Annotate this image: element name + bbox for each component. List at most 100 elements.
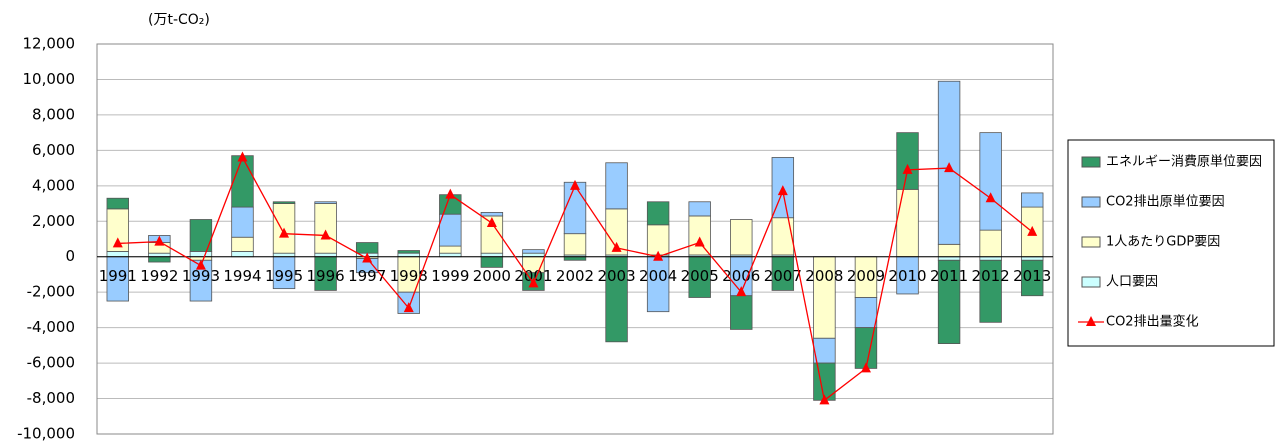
bar-segment (979, 229, 1002, 258)
x-tick-label: 1999 (431, 267, 469, 285)
bar-segment (979, 259, 1002, 323)
bar-segment (937, 243, 961, 258)
bar-segment (314, 252, 337, 258)
bar-segment (605, 162, 628, 210)
bar-segment (397, 250, 420, 254)
x-tick-label: 1995 (265, 267, 303, 285)
legend-label: 1人あたりGDP要因 (1106, 235, 1220, 250)
x-tick-label: 2010 (888, 267, 926, 285)
legend-box (1067, 139, 1275, 347)
line-marker (320, 229, 331, 240)
line-marker (736, 286, 747, 297)
bar-segment (1021, 192, 1044, 208)
bar-segment (272, 252, 296, 258)
y-tick-label: 10,000 (23, 70, 76, 88)
bar-segment (314, 201, 337, 204)
x-tick-label: 2012 (972, 267, 1010, 285)
bar-segment (896, 188, 919, 258)
legend-swatch (1081, 196, 1101, 208)
y-tick-label: 2,000 (32, 212, 75, 230)
line-marker (902, 163, 913, 174)
legend-swatch (1081, 276, 1101, 288)
legend-swatch (1081, 156, 1101, 168)
line-marker (653, 250, 664, 261)
bar-segment (688, 201, 711, 217)
y-tick-label: 0 (65, 247, 75, 265)
legend-label: CO2排出原単位要因 (1106, 194, 1225, 210)
line-marker (819, 394, 830, 405)
bar-segment (771, 217, 795, 256)
bar-segment (480, 212, 504, 217)
bar-segment (730, 219, 753, 256)
bar-segment (189, 251, 213, 258)
x-tick-label: 2007 (764, 267, 802, 285)
x-tick-label: 2001 (514, 267, 552, 285)
bar-segment (730, 295, 753, 330)
y-tick-label: 8,000 (32, 105, 75, 123)
line-marker (112, 237, 123, 248)
bar-segment (439, 245, 462, 254)
x-tick-label: 2000 (473, 267, 511, 285)
bar-segment (646, 224, 670, 256)
legend-label: エネルギー消費原単位要因 (1106, 154, 1262, 170)
bar-segment (1021, 259, 1044, 297)
line-marker (985, 192, 996, 203)
x-tick-label: 1997 (348, 267, 386, 285)
bar-segment (896, 132, 919, 190)
bar-segment (522, 252, 545, 258)
x-tick-label: 2002 (556, 267, 594, 285)
bar-segment (480, 256, 504, 268)
plot-border (96, 43, 1054, 435)
line-marker (486, 217, 497, 228)
line-marker (362, 252, 373, 263)
legend-swatch (1081, 236, 1101, 248)
line-marker (279, 227, 290, 238)
bar-segment (148, 256, 171, 263)
bar-segment (231, 251, 254, 258)
line-marker (694, 236, 705, 247)
y-tick-label: -10,000 (17, 425, 75, 443)
bar-segment (1021, 256, 1044, 261)
bar-segment (189, 219, 213, 252)
bar-segment (397, 252, 420, 258)
y-tick-label: -4,000 (27, 318, 75, 336)
y-tick-label: 6,000 (32, 141, 75, 159)
bar-segment (439, 213, 462, 247)
axis-unit-label: (万t-CO₂) (148, 12, 210, 28)
line-marker (445, 188, 456, 199)
line-marker (237, 151, 248, 162)
line-marker (403, 302, 414, 313)
line-marker (777, 185, 788, 196)
x-tick-label: 1996 (307, 267, 345, 285)
line-marker (154, 235, 165, 246)
x-tick-label: 1991 (99, 267, 137, 285)
bar-segment (979, 132, 1002, 231)
bar-segment (563, 233, 587, 256)
x-tick-label: 1994 (223, 267, 261, 285)
bar-segment (439, 252, 462, 258)
legend-label: CO2排出量変化 (1106, 314, 1199, 330)
y-tick-label: -8,000 (27, 389, 75, 407)
bar-segment (106, 197, 129, 210)
x-tick-label: 1993 (182, 267, 220, 285)
x-tick-label: 2008 (805, 267, 843, 285)
bar-segment (231, 206, 254, 238)
line-marker (611, 241, 622, 252)
line-marker (1027, 225, 1038, 236)
x-tick-label: 2005 (681, 267, 719, 285)
x-tick-label: 2011 (930, 267, 968, 285)
line-marker (570, 179, 580, 190)
y-tick-label: -6,000 (27, 354, 75, 372)
line-marker (944, 162, 955, 173)
bar-segment (231, 236, 254, 252)
bar-segment (314, 203, 337, 254)
bar-segment (979, 256, 1002, 261)
x-tick-label: 2013 (1013, 267, 1051, 285)
legend-marker (1086, 316, 1096, 326)
line-marker (195, 259, 206, 270)
x-tick-label: 2009 (847, 267, 885, 285)
bar-segment (688, 215, 711, 256)
legend-label: 人口要因 (1106, 275, 1158, 290)
y-tick-label: -2,000 (27, 283, 75, 301)
